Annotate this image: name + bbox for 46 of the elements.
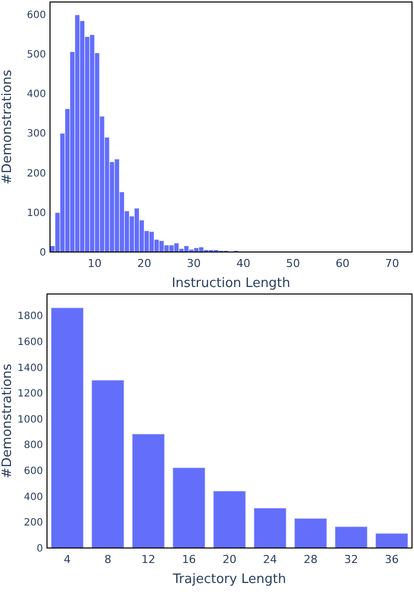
x-tick-label: 30 [186,257,201,270]
x-tick-label: 20 [222,553,236,566]
x-tick-label: 4 [64,553,71,566]
bar [50,307,84,548]
y-tick-label: 600 [26,10,46,21]
x-axis-title: Instruction Length [172,276,290,291]
y-tick-label: 100 [26,208,46,219]
bar [334,526,368,548]
x-tick-label: 24 [263,553,278,566]
bar [132,433,166,548]
y-tick-label: 1000 [18,414,43,426]
y-tick-label: 1800 [18,311,43,322]
y-tick-label: 0 [40,248,46,258]
x-tick-label: 12 [141,553,156,566]
x-tick-label: 10 [88,257,102,270]
x-axis-title: Trajectory Length [172,572,286,587]
y-tick-label: 300 [26,128,46,140]
x-tick-label: 50 [286,257,300,270]
y-axis-title: #Demonstrations [0,363,15,478]
y-axis-title: #Demonstrations [0,69,15,184]
y-tick-label: 600 [24,466,43,478]
bar [375,532,408,548]
y-tick-label: 1200 [18,388,43,400]
y-tick-label: 200 [26,168,46,180]
y-tick-label: 1600 [18,336,43,348]
y-tick-label: 800 [24,440,43,452]
x-tick-label: 32 [344,553,358,566]
x-tick-label: 40 [236,257,250,270]
x-tick-label: 60 [336,257,350,270]
y-tick-label: 500 [26,49,46,60]
x-tick-label: 36 [384,553,399,566]
bar [212,490,246,548]
x-tick-label: 8 [104,553,112,566]
x-tick-label: 28 [304,553,318,566]
x-tick-label: 16 [182,553,196,566]
bar [172,467,206,548]
bar [294,518,328,548]
x-tick-label: 70 [385,257,400,270]
y-tick-label: 200 [24,518,43,529]
bar [253,507,287,548]
bar [91,380,125,548]
y-tick-label: 400 [26,89,46,100]
y-tick-label: 400 [24,492,43,503]
y-tick-label: 0 [36,544,43,554]
x-tick-label: 20 [137,257,152,270]
y-tick-label: 1400 [18,362,43,374]
